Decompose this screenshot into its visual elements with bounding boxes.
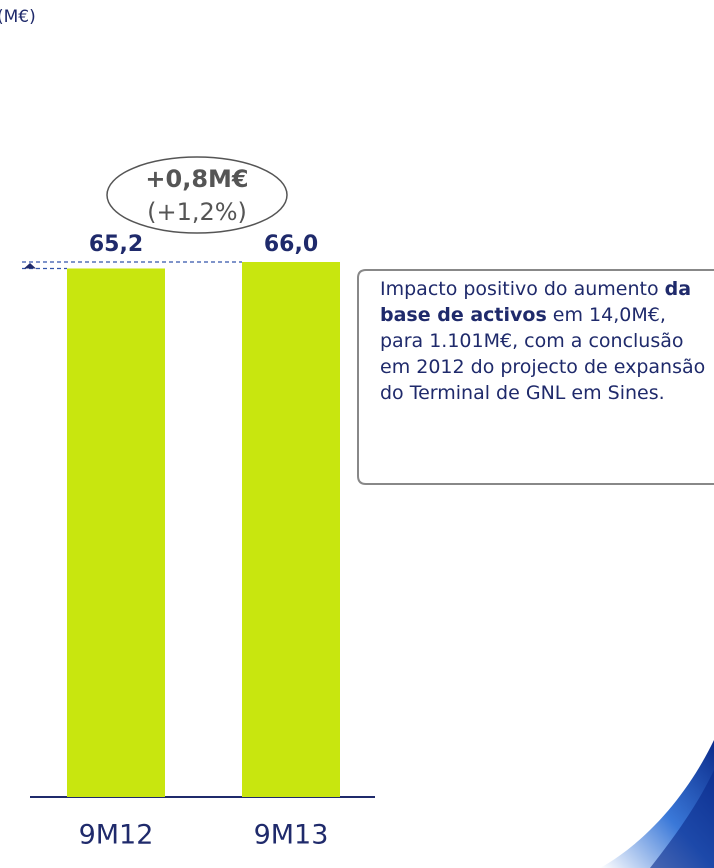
value-label: 65,2 — [89, 232, 143, 257]
note-part: Impacto positivo do aumento — [380, 278, 665, 300]
bar — [242, 262, 340, 797]
arrow — [24, 263, 36, 269]
note-box — [357, 269, 714, 485]
note-part: em 14,0M€, para 1.101M€, com a conclusão… — [380, 304, 706, 404]
note-bold: da base de activos — [380, 278, 692, 326]
annotation-change: +0,8M€ — [145, 165, 248, 193]
note-text: Impacto positivo do aumento da base de a… — [380, 276, 706, 406]
bar — [67, 268, 165, 797]
annotation-ellipse — [106, 156, 288, 234]
x-tick-label: 9M12 — [79, 820, 154, 851]
unit-label: (M€) — [0, 7, 36, 27]
decoration — [650, 770, 714, 868]
annotation-percent: (+1,2%) — [147, 198, 247, 226]
value-label: 66,0 — [264, 232, 318, 257]
x-tick-label: 9M13 — [254, 820, 329, 851]
